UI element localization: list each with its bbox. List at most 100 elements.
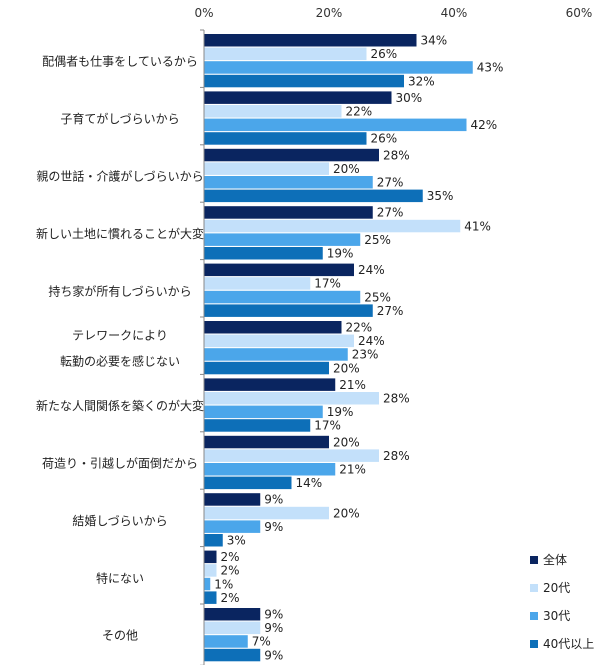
data-label: 27% — [377, 206, 404, 220]
bar-30代 — [204, 176, 373, 189]
data-label: 26% — [371, 132, 398, 146]
x-tick-label: 60% — [566, 6, 593, 20]
bar-40代以上 — [204, 247, 323, 260]
data-label: 7% — [252, 635, 271, 649]
data-label: 25% — [364, 290, 391, 304]
bar-20代 — [204, 506, 329, 520]
data-label: 23% — [352, 348, 379, 362]
category-label: その他 — [102, 629, 138, 643]
data-label: 17% — [314, 419, 341, 433]
bar-20代 — [204, 449, 379, 462]
bar-20代 — [204, 392, 379, 405]
bar-30代 — [204, 290, 361, 304]
x-tick-label: 20% — [316, 6, 343, 20]
bar-30代 — [204, 348, 348, 361]
bar-全体 — [204, 148, 379, 162]
category-label: 子育てがしづらいから — [60, 111, 179, 126]
legend-label: 30代 — [543, 609, 570, 623]
data-label: 19% — [327, 405, 354, 419]
bar-全体 — [204, 321, 342, 334]
data-label: 27% — [377, 176, 404, 190]
category-label: 結婚しづらいから — [72, 514, 167, 528]
x-tick-label: 40% — [441, 6, 468, 20]
legend-label: 40代以上 — [543, 637, 594, 651]
data-label: 2% — [221, 550, 240, 564]
bar-30代 — [204, 61, 473, 74]
bar-20代 — [204, 277, 311, 290]
bar-40代以上 — [204, 74, 404, 88]
data-label: 19% — [327, 247, 354, 261]
data-label: 9% — [264, 648, 283, 662]
data-label: 9% — [264, 493, 283, 507]
category-label: 荷造り・引越しが面倒だから — [42, 455, 198, 470]
bar-30代 — [204, 520, 261, 533]
data-label: 32% — [408, 74, 435, 88]
bar-全体 — [204, 435, 329, 449]
bar-全体 — [204, 608, 261, 621]
data-label: 20% — [333, 361, 360, 375]
data-label: 30% — [396, 91, 423, 105]
data-label: 27% — [377, 304, 404, 318]
bar-30代 — [204, 405, 323, 419]
bar-全体 — [204, 206, 373, 219]
bar-20代 — [204, 47, 367, 61]
data-label: 2% — [221, 591, 240, 605]
legend-label: 全体 — [543, 552, 567, 567]
bar-20代 — [204, 564, 217, 577]
data-label: 3% — [227, 534, 246, 548]
category-label: 持ち家が所有しづらいから — [48, 283, 191, 298]
data-label: 28% — [383, 392, 410, 406]
category-label: テレワークにより — [72, 329, 168, 343]
bar-全体 — [204, 550, 217, 564]
data-label: 42% — [471, 118, 498, 132]
data-label: 9% — [264, 608, 283, 622]
bar-40代以上 — [204, 132, 367, 145]
bar-40代以上 — [204, 648, 261, 662]
bar-全体 — [204, 263, 354, 277]
data-label: 21% — [339, 378, 366, 392]
bar-30代 — [204, 118, 467, 132]
bar-40代以上 — [204, 476, 292, 490]
data-label: 17% — [314, 277, 341, 291]
legend-swatch-20代 — [530, 584, 538, 592]
data-label: 34% — [421, 34, 448, 48]
bar-40代以上 — [204, 419, 311, 432]
category-label: 親の世話・介護がしづらいから — [36, 168, 203, 183]
data-label: 20% — [333, 162, 360, 176]
bar-全体 — [204, 378, 336, 391]
category-label: 新しい土地に慣れることが大変 — [36, 226, 204, 241]
legend-swatch-30代 — [530, 612, 538, 620]
bar-20代 — [204, 219, 461, 233]
bar-40代以上 — [204, 304, 373, 317]
data-label: 35% — [427, 189, 454, 203]
legend-swatch-40代以上 — [530, 640, 538, 648]
data-label: 24% — [358, 334, 385, 348]
data-label: 24% — [358, 263, 385, 277]
x-tick-label: 0% — [194, 6, 213, 20]
data-label: 20% — [333, 435, 360, 449]
bar-30代 — [204, 577, 211, 591]
bar-全体 — [204, 91, 392, 104]
data-label: 43% — [477, 61, 504, 75]
bar-40代以上 — [204, 189, 423, 203]
bar-40代以上 — [204, 591, 217, 604]
data-label: 21% — [339, 463, 366, 477]
data-label: 9% — [264, 520, 283, 534]
bar-40代以上 — [204, 534, 223, 547]
data-label: 22% — [346, 321, 373, 335]
data-label: 14% — [296, 476, 323, 490]
category-label: 新たな人間関係を築くのが大変 — [36, 398, 204, 413]
legend-label: 20代 — [543, 581, 570, 595]
data-label: 22% — [346, 105, 373, 119]
bar-30代 — [204, 233, 361, 246]
category-label: 特にない — [96, 570, 144, 585]
bar-全体 — [204, 493, 261, 506]
bar-全体 — [204, 34, 417, 47]
bar-20代 — [204, 162, 329, 175]
data-label: 28% — [383, 449, 410, 463]
bar-20代 — [204, 621, 261, 635]
bar-20代 — [204, 334, 354, 348]
legend-swatch-全体 — [530, 556, 538, 564]
